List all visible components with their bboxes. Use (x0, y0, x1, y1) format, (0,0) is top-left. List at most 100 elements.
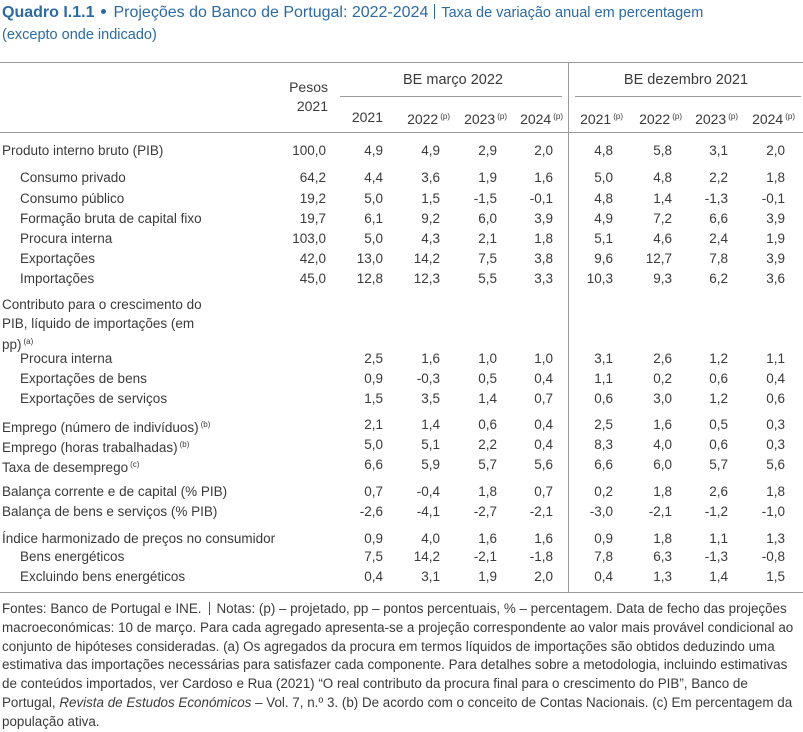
value-cell: 2,5 (594, 417, 613, 432)
value-cell: -2,6 (359, 504, 383, 519)
value-cell: -0,4 (416, 484, 440, 499)
value-cell: 4,0 (653, 437, 672, 452)
row-label: Produto interno bruto (PIB) (2, 142, 163, 160)
value-cell: 3,6 (766, 271, 785, 286)
value-cell: 7,8 (594, 549, 613, 564)
value-cell: 14,2 (413, 549, 440, 564)
value-cell: 1,8 (653, 531, 672, 546)
value-cell: 1,6 (421, 351, 440, 366)
value-cell: -1,8 (529, 549, 553, 564)
value-cell: 2,0 (534, 569, 553, 584)
value-cell: 4,6 (653, 231, 672, 246)
footnotes: Fontes: Banco de Portugal e INE. Notas: (… (2, 600, 802, 732)
year-header: 2021 (p) (580, 108, 623, 128)
value-cell: 1,9 (766, 231, 785, 246)
value-cell: -0,1 (761, 191, 785, 206)
value-cell: -2,1 (473, 549, 497, 564)
separator (208, 602, 210, 615)
value-cell: 1,4 (478, 391, 497, 406)
year-note: (p) (553, 112, 563, 121)
value-cell: 5,6 (766, 457, 785, 472)
value-cell: 5,0 (364, 231, 383, 246)
label-text: Balança de bens e serviços (% PIB) (2, 504, 218, 519)
year: 2021 (580, 111, 612, 127)
value-cell: -3,0 (589, 504, 613, 519)
value-cell: 5,8 (653, 143, 672, 158)
weight-cell: 45,0 (299, 271, 326, 286)
value-cell: -0,3 (416, 371, 440, 386)
value-cell: 1,9 (478, 170, 497, 185)
value-cell: 1,8 (766, 170, 785, 185)
group-header: BE dezembro 2021 (623, 72, 749, 88)
value-cell: 5,9 (421, 457, 440, 472)
value-cell: 1,5 (364, 391, 383, 406)
value-cell: -1,5 (473, 191, 497, 206)
year: 2022 (639, 111, 671, 127)
value-cell: 4,3 (421, 231, 440, 246)
rule (0, 62, 803, 63)
row-label: Consumo privado (20, 169, 126, 187)
value-cell: 1,5 (421, 191, 440, 206)
notes: Notas: (p) – projetado, pp – pontos perc… (2, 601, 794, 710)
value-cell: 0,7 (534, 484, 553, 499)
value-cell: 3,9 (766, 251, 785, 266)
row-label: Bens energéticos (20, 548, 124, 566)
value-cell: 0,4 (534, 417, 553, 432)
separator (434, 4, 436, 19)
row-label: Balança de bens e serviços (% PIB) (2, 503, 217, 521)
value-cell: 0,6 (478, 417, 497, 432)
value-cell: 0,2 (653, 371, 672, 386)
value-cell: 4,8 (594, 143, 613, 158)
label-text: Excluindo bens energéticos (20, 569, 186, 584)
value-cell: 1,3 (653, 569, 672, 584)
value-cell: 5,6 (534, 457, 553, 472)
label-text: Exportações (20, 251, 96, 266)
rule (0, 592, 803, 593)
value-cell: 1,1 (766, 351, 785, 366)
value-cell: 4,0 (421, 531, 440, 546)
label-text: Taxa de desemprego (2, 460, 129, 475)
value-cell: 2,0 (766, 143, 785, 158)
value-cell: -2,1 (648, 504, 672, 519)
rule (575, 96, 801, 97)
weight-header: Pesos 2021 (289, 79, 328, 114)
value-cell: -2,7 (473, 504, 497, 519)
value-cell: 0,5 (478, 371, 497, 386)
row-label: Balança corrente e de capital (% PIB) (2, 483, 227, 501)
value-cell: 5,1 (421, 437, 440, 452)
value-cell: 3,9 (766, 211, 785, 226)
label-text: Formação bruta de capital fixo (20, 211, 202, 226)
title-block: Quadro I.1.1 Projeções do Banco de Portug… (2, 2, 722, 46)
year: 2024 (520, 111, 552, 127)
value-cell: 0,6 (709, 371, 728, 386)
weight-cell: 103,0 (292, 231, 326, 246)
value-cell: 9,6 (594, 251, 613, 266)
value-cell: 5,7 (709, 457, 728, 472)
value-cell: 3,1 (709, 143, 728, 158)
value-cell: 7,8 (709, 251, 728, 266)
value-cell: 1,6 (534, 170, 553, 185)
value-cell: 3,6 (421, 170, 440, 185)
weight-cell: 19,2 (299, 191, 326, 206)
value-cell: 0,5 (709, 417, 728, 432)
value-cell: 5,7 (478, 457, 497, 472)
value-cell: 7,5 (364, 549, 383, 564)
value-cell: 6,0 (653, 457, 672, 472)
value-cell: 0,4 (534, 371, 553, 386)
weight-cell: 64,2 (299, 170, 326, 185)
value-cell: 1,9 (478, 569, 497, 584)
year-note: (p) (728, 112, 738, 121)
value-cell: 7,2 (653, 211, 672, 226)
year-header: 2022 (p) (639, 108, 682, 128)
value-cell: 2,2 (709, 170, 728, 185)
sources: Fontes: Banco de Portugal e INE. (2, 601, 202, 616)
value-cell: 2,1 (478, 231, 497, 246)
value-cell: 1,8 (766, 484, 785, 499)
value-cell: 1,6 (478, 531, 497, 546)
section-heading: Contributo para o crescimento do PIB, lí… (2, 296, 207, 355)
value-cell: 8,3 (594, 437, 613, 452)
value-cell: 0,9 (364, 531, 383, 546)
value-cell: 6,1 (364, 211, 383, 226)
value-cell: 14,2 (413, 251, 440, 266)
heading-text: Contributo para o crescimento do PIB, lí… (2, 297, 202, 352)
